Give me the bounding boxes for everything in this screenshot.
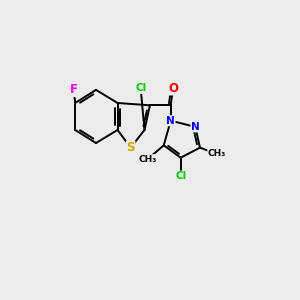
Text: F: F (70, 83, 78, 96)
Text: CH₃: CH₃ (208, 149, 226, 158)
Text: N: N (191, 122, 200, 132)
Text: Cl: Cl (135, 83, 146, 93)
Text: S: S (126, 141, 135, 154)
Text: N: N (166, 116, 175, 126)
Text: CH₃: CH₃ (139, 155, 157, 164)
Text: O: O (168, 82, 178, 95)
Text: Cl: Cl (175, 171, 186, 181)
